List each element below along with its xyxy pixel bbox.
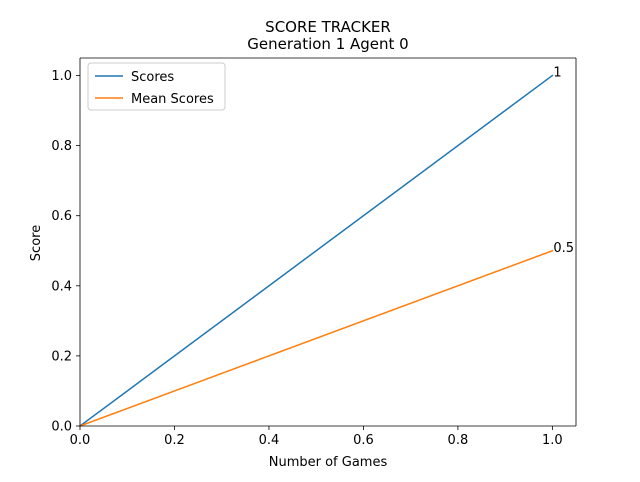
ticks-group: 0.0 0.2 0.4 0.6 0.8 1.0 0.0 0.2 0.4 0.6 0.8 1.0 — [51, 69, 562, 448]
chart-subtitle: Generation 1 Agent 0 — [247, 35, 408, 53]
end-labels-group: 10.5 — [553, 66, 574, 256]
y-tick-label: 1.0 — [51, 69, 72, 84]
y-tick-label: 0.6 — [51, 209, 72, 224]
x-tick-label: 1.0 — [542, 433, 563, 448]
x-tick-label: 0.4 — [259, 433, 280, 448]
x-tick-label: 0.0 — [70, 433, 91, 448]
x-tick-label: 0.8 — [448, 433, 469, 448]
legend-label-scores: Scores — [131, 70, 174, 85]
series-group — [78, 74, 554, 428]
y-axis-label: Score — [29, 225, 44, 261]
x-tick-label: 0.6 — [353, 433, 374, 448]
end-value-label: 0.5 — [553, 241, 574, 256]
x-tick-label: 0.2 — [164, 433, 185, 448]
y-tick-label: 0.4 — [51, 279, 72, 294]
x-axis-label: Number of Games — [269, 455, 388, 470]
legend-label-mean-scores: Mean Scores — [131, 92, 214, 107]
y-tick-label: 0.8 — [51, 139, 72, 154]
series-line-mean-scores — [79, 249, 554, 427]
end-value-label: 1 — [553, 66, 561, 81]
axes-group — [79, 57, 577, 427]
chart-title: SCORE TRACKER — [265, 18, 391, 36]
y-tick-label: 0.0 — [51, 420, 72, 435]
y-tick-label: 0.2 — [51, 349, 72, 364]
series-line-scores — [78, 74, 554, 428]
chart-legend: Scores Mean Scores — [87, 62, 226, 111]
